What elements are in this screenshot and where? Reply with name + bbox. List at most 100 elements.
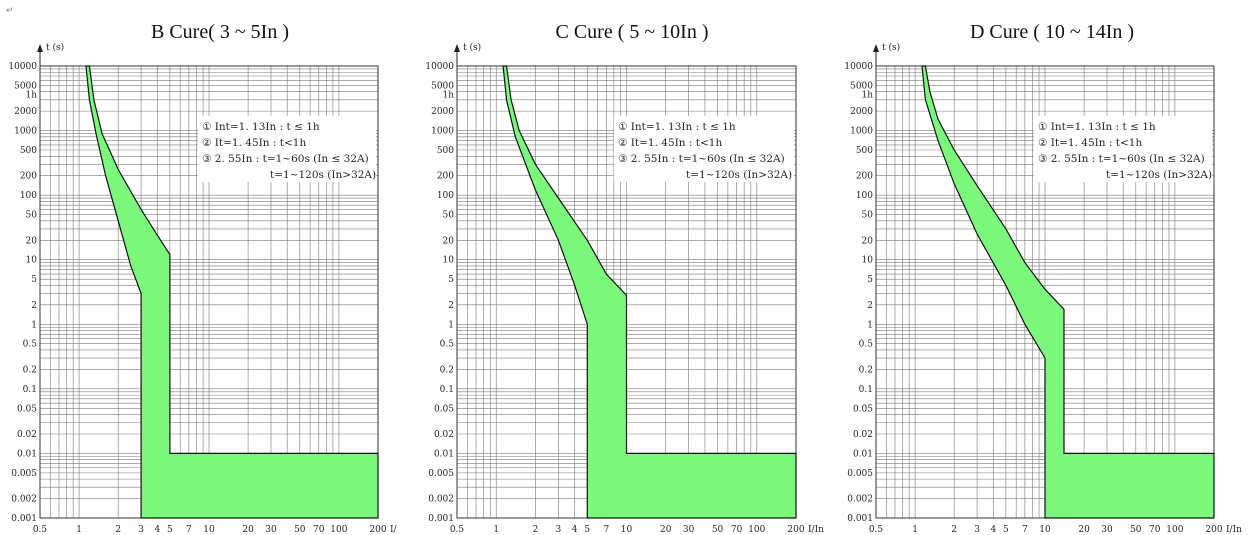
x-tick-label: 5 — [584, 525, 590, 535]
y-tick-label: 1000 — [431, 127, 454, 137]
y-tick-label: 0.2 — [440, 365, 454, 375]
y-tick-label: 500 — [856, 146, 873, 156]
x-tick-label: 50 — [294, 525, 306, 535]
y-tick-label: 1 — [31, 320, 37, 330]
x-tick-label: 4 — [990, 525, 996, 535]
chart-title: B Cure( 3 ~ 5In ) — [151, 21, 289, 43]
legend-box — [198, 116, 376, 182]
y-axis-arrowhead — [454, 44, 460, 52]
legend-entry: ② It=1. 45In : t<1h — [618, 137, 722, 149]
chart-title: C Cure ( 5 ~ 10In ) — [555, 21, 708, 43]
y-tick-label: 2000 — [14, 107, 37, 117]
legend: ① Int=1. 13In : t ≤ 1h ② It=1. 45In : t<1… — [1034, 116, 1212, 182]
x-tick-label: 30 — [265, 525, 277, 535]
y-tick-label: 20 — [26, 236, 38, 246]
y-tick-label: 0.5 — [859, 340, 874, 350]
y-tick-label: 0.02 — [853, 430, 873, 440]
y-axis-label: t (s) — [46, 42, 64, 53]
y-tick-label: 0.05 — [853, 404, 873, 414]
y-tick-label: 10 — [26, 256, 38, 266]
y-tick-label: 0.002 — [428, 495, 454, 505]
y-tick-label: 0.02 — [17, 430, 37, 440]
y-tick-label: 0.2 — [23, 365, 37, 375]
y-tick-label: 10 — [862, 256, 874, 266]
y-tick-label: 0.01 — [853, 449, 873, 459]
tripping-band — [502, 65, 797, 519]
y-tick-label: 0.1 — [859, 385, 873, 395]
y-tick-label: 5 — [867, 275, 873, 285]
legend: ① Int=1. 13In : t ≤ 1h ② It=1. 45In : t<1… — [614, 116, 794, 182]
legend-entry: ③ 2. 55In : t=1~60s (In ≤ 32A) — [1038, 153, 1205, 165]
y-tick-label: 500 — [20, 146, 37, 156]
y-tick-label: 5000 — [431, 81, 454, 91]
y-tick-label: 0.5 — [23, 340, 38, 350]
x-tick-label: 4 — [154, 525, 160, 535]
tripping-band — [85, 65, 379, 519]
y-tick-label: 0.002 — [11, 495, 37, 505]
chart-title: D Cure ( 10 ~ 14In ) — [970, 21, 1134, 43]
x-tick-labels: 0.5 1 2 3 4 5 7 10 20 30 50 70 100 200 — [33, 525, 387, 535]
legend-entry: ① Int=1. 13In : t ≤ 1h — [202, 121, 320, 133]
x-tick-label: 50 — [712, 525, 724, 535]
legend-entry: ③ 2. 55In : t=1~60s (In ≤ 32A) — [202, 153, 369, 165]
x-tick-label: 200 — [787, 525, 804, 535]
x-tick-label: 3 — [138, 525, 144, 535]
y-tick-label: 0.005 — [847, 469, 873, 479]
y-tick-label: 0.01 — [17, 449, 37, 459]
y-tick-label: 10000 — [844, 62, 873, 72]
y-tick-label: 1h — [25, 91, 37, 101]
x-tick-label: 4 — [572, 525, 578, 535]
legend-entry: t=1~120s (In>32A) — [1106, 169, 1212, 181]
x-tick-label: 2 — [951, 525, 957, 535]
x-tick-label: 70 — [731, 525, 743, 535]
y-tick-label: 0.002 — [847, 495, 873, 505]
legend-entry: ③ 2. 55In : t=1~60s (In ≤ 32A) — [618, 153, 785, 165]
y-tick-label: 200 — [20, 172, 37, 182]
x-tick-label: 3 — [556, 525, 562, 535]
legend-entry: ① Int=1. 13In : t ≤ 1h — [618, 121, 736, 133]
y-tick-label: 50 — [862, 211, 874, 221]
x-tick-label: 30 — [1101, 525, 1113, 535]
x-tick-label: 20 — [1078, 525, 1090, 535]
legend-entry: ② It=1. 45In : t<1h — [1038, 137, 1142, 149]
legend-entry: t=1~120s (In>32A) — [686, 169, 792, 181]
y-tick-label: 0.001 — [11, 514, 37, 524]
y-tick-label: 2 — [448, 301, 454, 311]
corner-mark: ↵ — [6, 6, 14, 16]
y-axis-label: t (s) — [882, 42, 900, 53]
legend: ① Int=1. 13In : t ≤ 1h ② It=1. 45In : t<1… — [198, 116, 376, 182]
chart-2: ① Int=1. 13In : t ≤ 1h ② It=1. 45In : t<1… — [425, 21, 824, 535]
y-tick-label: 5000 — [850, 81, 873, 91]
x-tick-label: 100 — [748, 525, 765, 535]
y-tick-label: 0.05 — [17, 404, 37, 414]
chart-1: ① Int=1. 13In : t ≤ 1h ② It=1. 45In : t<1… — [8, 21, 397, 535]
y-tick-label: 5 — [31, 275, 37, 285]
y-tick-label: 10000 — [8, 62, 37, 72]
x-tick-label: 2 — [115, 525, 121, 535]
y-tick-label: 5 — [448, 275, 454, 285]
x-tick-labels: 0.5 1 2 3 4 5 7 10 20 30 50 70 100 200 — [869, 525, 1223, 535]
x-tick-label: 1 — [912, 525, 918, 535]
x-tick-label: 10 — [203, 525, 215, 535]
x-tick-labels: 0.5 1 2 3 4 5 7 10 20 30 50 70 100 200 — [450, 525, 805, 535]
x-tick-label: 2 — [533, 525, 539, 535]
y-tick-label: 0.001 — [428, 514, 454, 524]
x-tick-label: 3 — [974, 525, 980, 535]
y-tick-label: 50 — [443, 211, 455, 221]
x-axis-label: I/In — [1226, 525, 1242, 535]
y-tick-label: 0.005 — [11, 469, 37, 479]
y-tick-label: 2 — [31, 301, 37, 311]
y-tick-label: 0.2 — [859, 365, 873, 375]
y-tick-label: 0.1 — [23, 385, 37, 395]
y-tick-label: 0.02 — [434, 430, 454, 440]
x-tick-label: 0.5 — [869, 525, 884, 535]
x-tick-label: 7 — [603, 525, 609, 535]
y-tick-label: 500 — [437, 146, 454, 156]
x-tick-label: 1 — [493, 525, 499, 535]
y-tick-label: 1000 — [14, 127, 37, 137]
x-tick-label: 200 — [369, 525, 386, 535]
